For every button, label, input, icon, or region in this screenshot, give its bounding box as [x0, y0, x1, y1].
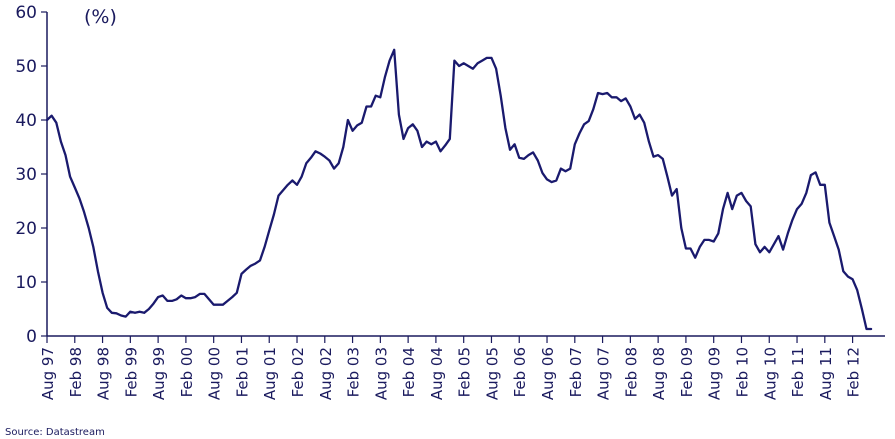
y-tick-label: 30: [15, 165, 37, 185]
x-tick-label: Aug 99: [150, 347, 168, 400]
unit-label: (%): [84, 6, 117, 28]
x-tick-label: Aug 09: [706, 347, 724, 400]
x-tick-label: Feb 99: [122, 347, 140, 397]
x-tick-label: Feb 04: [400, 347, 418, 397]
y-axis-ticks: 0 10 20 30 40 50 60: [15, 3, 47, 347]
x-tick-label: Aug 04: [428, 347, 446, 400]
x-tick-label: Feb 00: [178, 347, 196, 397]
y-tick-label: 50: [15, 57, 37, 77]
x-tick-label: Aug 07: [595, 347, 613, 400]
x-tick-label: Aug 03: [372, 347, 390, 400]
series-group: [45, 48, 873, 331]
x-tick-label: Feb 98: [67, 347, 85, 397]
x-tick-label: Feb 01: [233, 347, 251, 397]
x-tick-label: Aug 01: [261, 347, 279, 400]
x-tick-label: Aug 05: [483, 347, 501, 400]
x-tick-label: Feb 10: [733, 347, 751, 397]
x-tick-label: Aug 06: [539, 347, 557, 400]
x-axis-ticks: Aug 97 Feb 98 Aug 98 Feb 99 Aug 99 Feb 00 Aug …: [39, 336, 863, 400]
x-tick-label: Feb 02: [289, 347, 307, 397]
x-tick-label: Aug 02: [317, 347, 335, 400]
x-tick-label: Aug 11: [817, 347, 835, 400]
axes: [46, 12, 885, 337]
y-tick-label: 0: [26, 327, 37, 347]
x-tick-label: Aug 08: [650, 347, 668, 400]
y-tick-label: 40: [15, 111, 37, 131]
x-tick-label: Feb 05: [456, 347, 474, 397]
series-line-0: [45, 48, 873, 331]
x-tick-label: Feb 11: [789, 347, 807, 397]
x-tick-label: Aug 97: [39, 347, 57, 400]
x-tick-label: Feb 07: [567, 347, 585, 397]
x-tick-label: Feb 09: [678, 347, 696, 397]
y-tick-label: 10: [15, 273, 37, 293]
y-tick-label: 60: [15, 3, 37, 23]
x-tick-label: Feb 12: [845, 347, 863, 397]
x-tick-label: Aug 00: [206, 347, 224, 400]
x-tick-label: Feb 08: [622, 347, 640, 397]
x-tick-label: Aug 10: [761, 347, 779, 400]
x-tick-label: Feb 03: [345, 347, 363, 397]
x-tick-label: Feb 06: [511, 347, 529, 397]
source-note: Source: Datastream: [5, 427, 105, 438]
y-tick-label: 20: [15, 219, 37, 239]
x-tick-label: Aug 98: [95, 347, 113, 400]
